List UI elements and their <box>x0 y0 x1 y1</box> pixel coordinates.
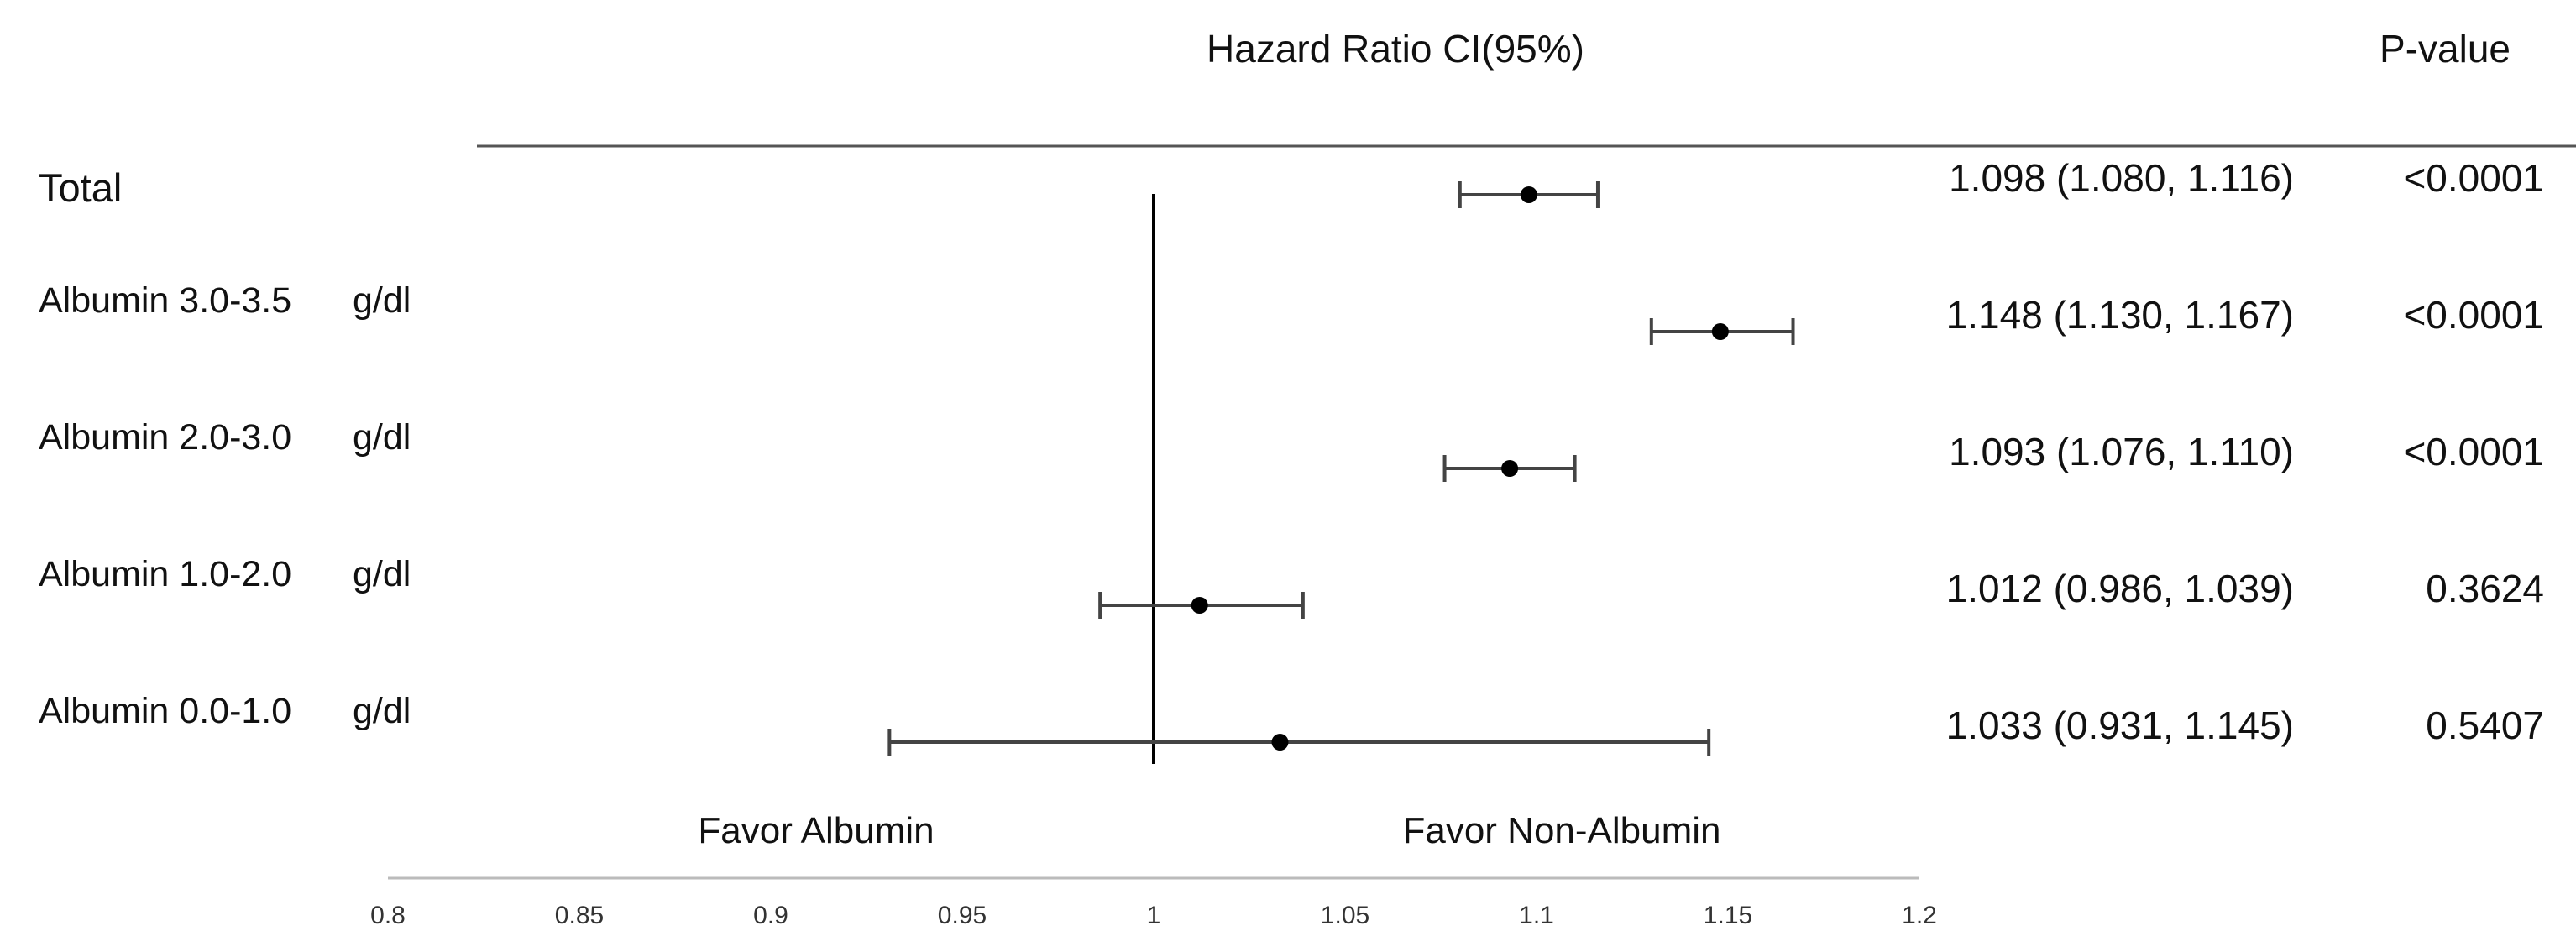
row-unit: g/dl <box>353 691 411 731</box>
row-label: Albumin 3.0-3.5 <box>39 280 291 321</box>
row-unit: g/dl <box>353 417 411 458</box>
forest-row: Albumin 0.0-1.0 g/dl 1.033 (0.931, 1.145) 0… <box>39 691 2544 756</box>
row-label: Albumin 2.0-3.0 <box>39 417 291 458</box>
x-axis-ticks: 0.8 0.85 0.9 0.95 1 1.05 1.1 1.15 1.2 <box>370 902 1937 929</box>
hazard-ratio-marker <box>1711 323 1729 340</box>
row-unit: g/dl <box>353 280 411 321</box>
ci-value-text: 1.033 (0.931, 1.145) <box>1946 704 2294 747</box>
x-tick-label: 0.8 <box>370 902 406 929</box>
estimate-column-header: Hazard Ratio CI(95%) <box>1207 27 1584 71</box>
p-value-text: 0.3624 <box>2426 567 2544 610</box>
ci-value-text: 1.098 (1.080, 1.116) <box>1949 156 2294 200</box>
hazard-ratio-marker <box>1191 597 1208 614</box>
ci-value-text: 1.148 (1.130, 1.167) <box>1946 293 2294 337</box>
row-label: Albumin 1.0-2.0 <box>39 554 291 594</box>
x-tick-label: 0.85 <box>555 902 604 929</box>
hazard-ratio-marker <box>1271 734 1289 751</box>
rows-layer: Total 1.098 (1.080, 1.116) <0.0001Albumin … <box>39 156 2544 764</box>
x-tick-label: 1 <box>1147 902 1161 929</box>
row-label: Total <box>39 165 122 210</box>
forest-row: Total 1.098 (1.080, 1.116) <0.0001 <box>39 156 2544 210</box>
p-value-text: <0.0001 <box>2403 293 2544 337</box>
p-value-text: <0.0001 <box>2403 156 2544 200</box>
ci-value-text: 1.012 (0.986, 1.039) <box>1946 567 2294 610</box>
x-tick-label: 0.95 <box>938 902 987 929</box>
forest-row: Albumin 1.0-2.0 g/dl 1.012 (0.986, 1.039) 0… <box>39 554 2544 619</box>
favor-left-label: Favor Albumin <box>698 810 934 851</box>
favor-right-label: Favor Non-Albumin <box>1402 810 1720 851</box>
p-value-text: 0.5407 <box>2426 704 2544 747</box>
x-tick-label: 1.1 <box>1519 902 1554 929</box>
x-tick-label: 0.9 <box>753 902 788 929</box>
x-tick-label: 1.2 <box>1902 902 1937 929</box>
x-tick-label: 1.05 <box>1321 902 1369 929</box>
forest-row: Albumin 2.0-3.0 g/dl 1.093 (1.076, 1.110) <… <box>39 417 2544 482</box>
p-value-column-header: P-value <box>2380 27 2511 71</box>
row-unit: g/dl <box>353 554 411 594</box>
forest-row: Albumin 3.0-3.5 g/dl 1.148 (1.130, 1.167) <… <box>39 280 2544 345</box>
hazard-ratio-marker <box>1501 460 1519 477</box>
p-value-text: <0.0001 <box>2403 430 2544 473</box>
row-label: Albumin 0.0-1.0 <box>39 691 291 731</box>
x-tick-label: 1.15 <box>1704 902 1752 929</box>
hazard-ratio-marker <box>1520 186 1537 203</box>
ci-value-text: 1.093 (1.076, 1.110) <box>1949 430 2294 473</box>
